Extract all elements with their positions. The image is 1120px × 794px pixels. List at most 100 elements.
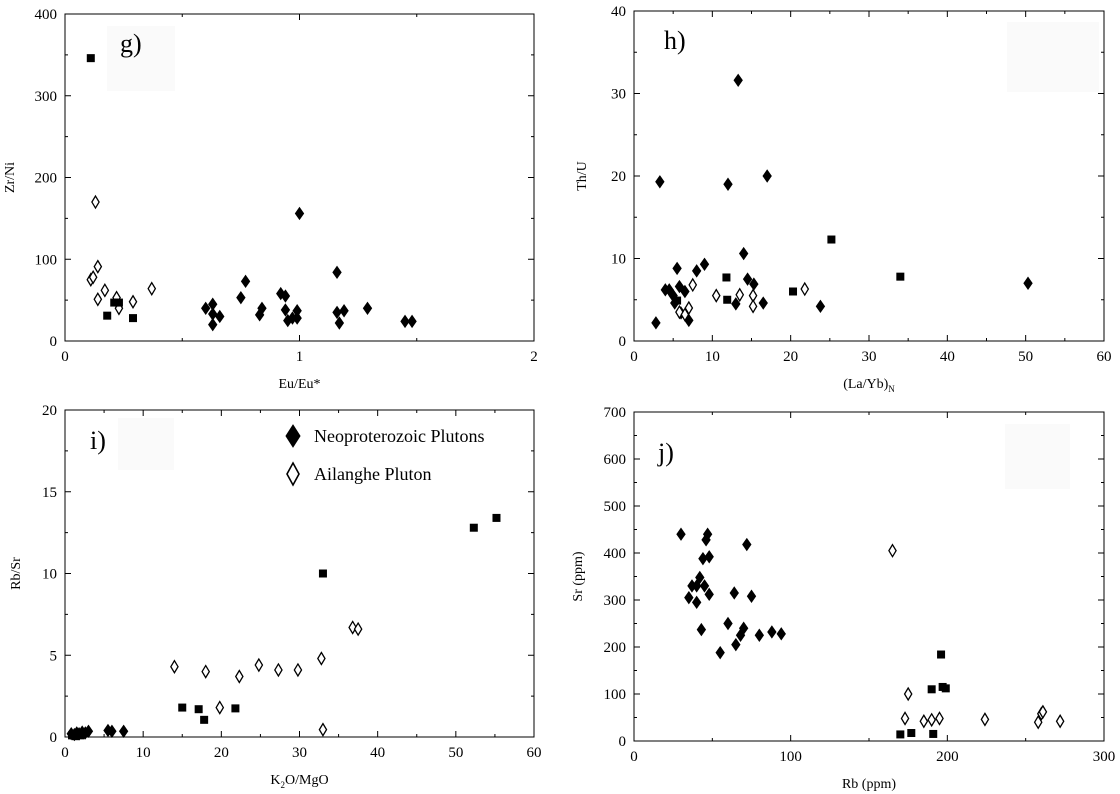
data-point-open-diamond	[293, 662, 303, 678]
data-point-open-diamond	[234, 669, 244, 684]
y-tick-label: 0	[619, 334, 627, 350]
data-point-filled-diamond	[738, 246, 749, 261]
y-tick-label: 700	[604, 405, 627, 421]
data-point-square	[86, 54, 95, 63]
data-point-filled-diamond	[733, 73, 743, 87]
y-axis-label: Rb/Sr	[9, 557, 24, 590]
y-tick-label: 400	[604, 546, 627, 562]
y-tick-label: 0	[50, 334, 58, 350]
data-point-filled-diamond	[280, 303, 291, 317]
y-tick-label: 100	[35, 252, 58, 268]
data-point-filled-diamond	[257, 301, 267, 315]
data-point-square	[789, 287, 798, 296]
data-point-square	[110, 298, 119, 307]
data-point-open-diamond	[935, 711, 944, 726]
data-point-filled-diamond	[362, 301, 373, 315]
data-point-square	[723, 295, 732, 304]
data-point-filled-diamond	[280, 289, 291, 303]
y-axis-label: Zr/Ni	[3, 162, 18, 193]
legend: Neoproterozoic Plutons Ailanghe Pluton	[285, 424, 484, 487]
data-point-open-diamond	[91, 194, 100, 210]
data-point-filled-diamond	[240, 274, 251, 289]
data-point-open-diamond	[317, 651, 326, 666]
y-tick-label: 200	[35, 171, 58, 187]
panel-j: 0 100 200 300 0 100 200 300 400 500 600 700 Rb (ppm)…	[571, 405, 1115, 792]
y-tick-label: 10	[42, 567, 57, 583]
label-backdrop	[107, 26, 175, 91]
data-point-open-diamond	[903, 686, 913, 702]
panel-label: h)	[664, 26, 686, 55]
data-point-open-diamond	[735, 287, 745, 303]
data-point-filled-diamond	[83, 724, 94, 738]
data-point-open-diamond	[353, 621, 363, 637]
y-tick-label: 30	[611, 87, 626, 103]
x-tick-label: 100	[779, 749, 802, 765]
y-tick-label: 600	[604, 452, 627, 468]
x-tick-label: 50	[1018, 349, 1033, 365]
y-tick-label: 20	[611, 169, 626, 185]
y-axis-label: Sr (ppm)	[571, 551, 586, 602]
data-point-filled-diamond	[236, 290, 246, 305]
y-tick-label: 200	[604, 640, 627, 656]
data-point-open-diamond	[274, 662, 283, 678]
x-tick-label: 1	[296, 349, 304, 365]
y-tick-label: 0	[619, 734, 627, 750]
data-point-filled-diamond	[762, 169, 772, 183]
y-tick-label: 0	[50, 730, 58, 746]
data-point-open-diamond	[93, 259, 103, 274]
data-point-square	[178, 703, 187, 712]
x-tick-label: 30	[862, 349, 877, 365]
y-tick-label: 300	[604, 593, 627, 609]
y-tick-label: 40	[611, 4, 626, 20]
y-tick-label: 5	[50, 648, 58, 664]
data-point-filled-diamond	[680, 284, 690, 299]
data-point-square	[129, 314, 138, 323]
data-point-filled-diamond	[655, 175, 665, 189]
data-point-open-diamond	[900, 711, 910, 726]
data-point-square	[114, 298, 123, 307]
data-point-square	[907, 729, 916, 738]
x-tick-label: 0	[61, 349, 69, 365]
panel-h: 0 10 20 30 40 50 60 0 10 20 30 40 (La/Yb)N Th/U h)	[575, 4, 1112, 394]
y-tick-label: 300	[35, 89, 58, 105]
y-tick-label: 10	[611, 252, 626, 268]
data-point-open-diamond	[147, 281, 157, 296]
data-point-open-diamond	[688, 277, 698, 293]
data-point-filled-diamond	[292, 311, 302, 325]
y-tick-label: 15	[42, 485, 57, 501]
x-axis-label: (La/Yb)N	[843, 377, 895, 394]
data-point-filled-diamond	[400, 314, 410, 329]
data-point-square	[200, 715, 209, 724]
data-point-filled-diamond	[118, 724, 129, 738]
x-axis-label: K2O/MgO	[270, 773, 328, 790]
x-tick-label: 10	[136, 745, 151, 761]
data-point-open-diamond	[800, 281, 810, 297]
data-point-open-diamond	[318, 722, 328, 737]
data-point-open-diamond	[93, 292, 103, 307]
data-point-filled-diamond	[723, 616, 733, 631]
data-point-filled-diamond	[676, 527, 686, 541]
legend-label-neoproterozoic: Neoproterozoic Plutons	[314, 426, 484, 446]
data-point-open-diamond	[100, 283, 110, 298]
legend-label-ailanghe: Ailanghe Pluton	[314, 464, 432, 484]
data-point-filled-diamond	[339, 304, 349, 318]
data-point-open-diamond	[1038, 704, 1048, 720]
data-point-filled-diamond	[672, 261, 682, 276]
data-point-square	[469, 523, 478, 532]
data-point-open-diamond	[888, 543, 897, 558]
data-point-square	[827, 235, 836, 244]
data-point-filled-diamond	[702, 527, 713, 541]
data-point-filled-diamond	[746, 589, 757, 603]
data-point-open-diamond	[254, 657, 264, 673]
data-point-filled-diamond	[729, 586, 739, 600]
data-point-square	[896, 730, 905, 739]
data-point-open-diamond	[711, 288, 721, 303]
data-point-filled-diamond	[754, 628, 765, 642]
x-tick-label: 10	[705, 349, 720, 365]
data-point-square	[103, 311, 112, 320]
data-point-open-diamond	[128, 294, 138, 310]
data-point-open-diamond	[348, 620, 358, 635]
data-point-open-diamond	[748, 299, 758, 314]
data-point-filled-diamond	[651, 316, 661, 330]
x-tick-label: 20	[214, 745, 229, 761]
